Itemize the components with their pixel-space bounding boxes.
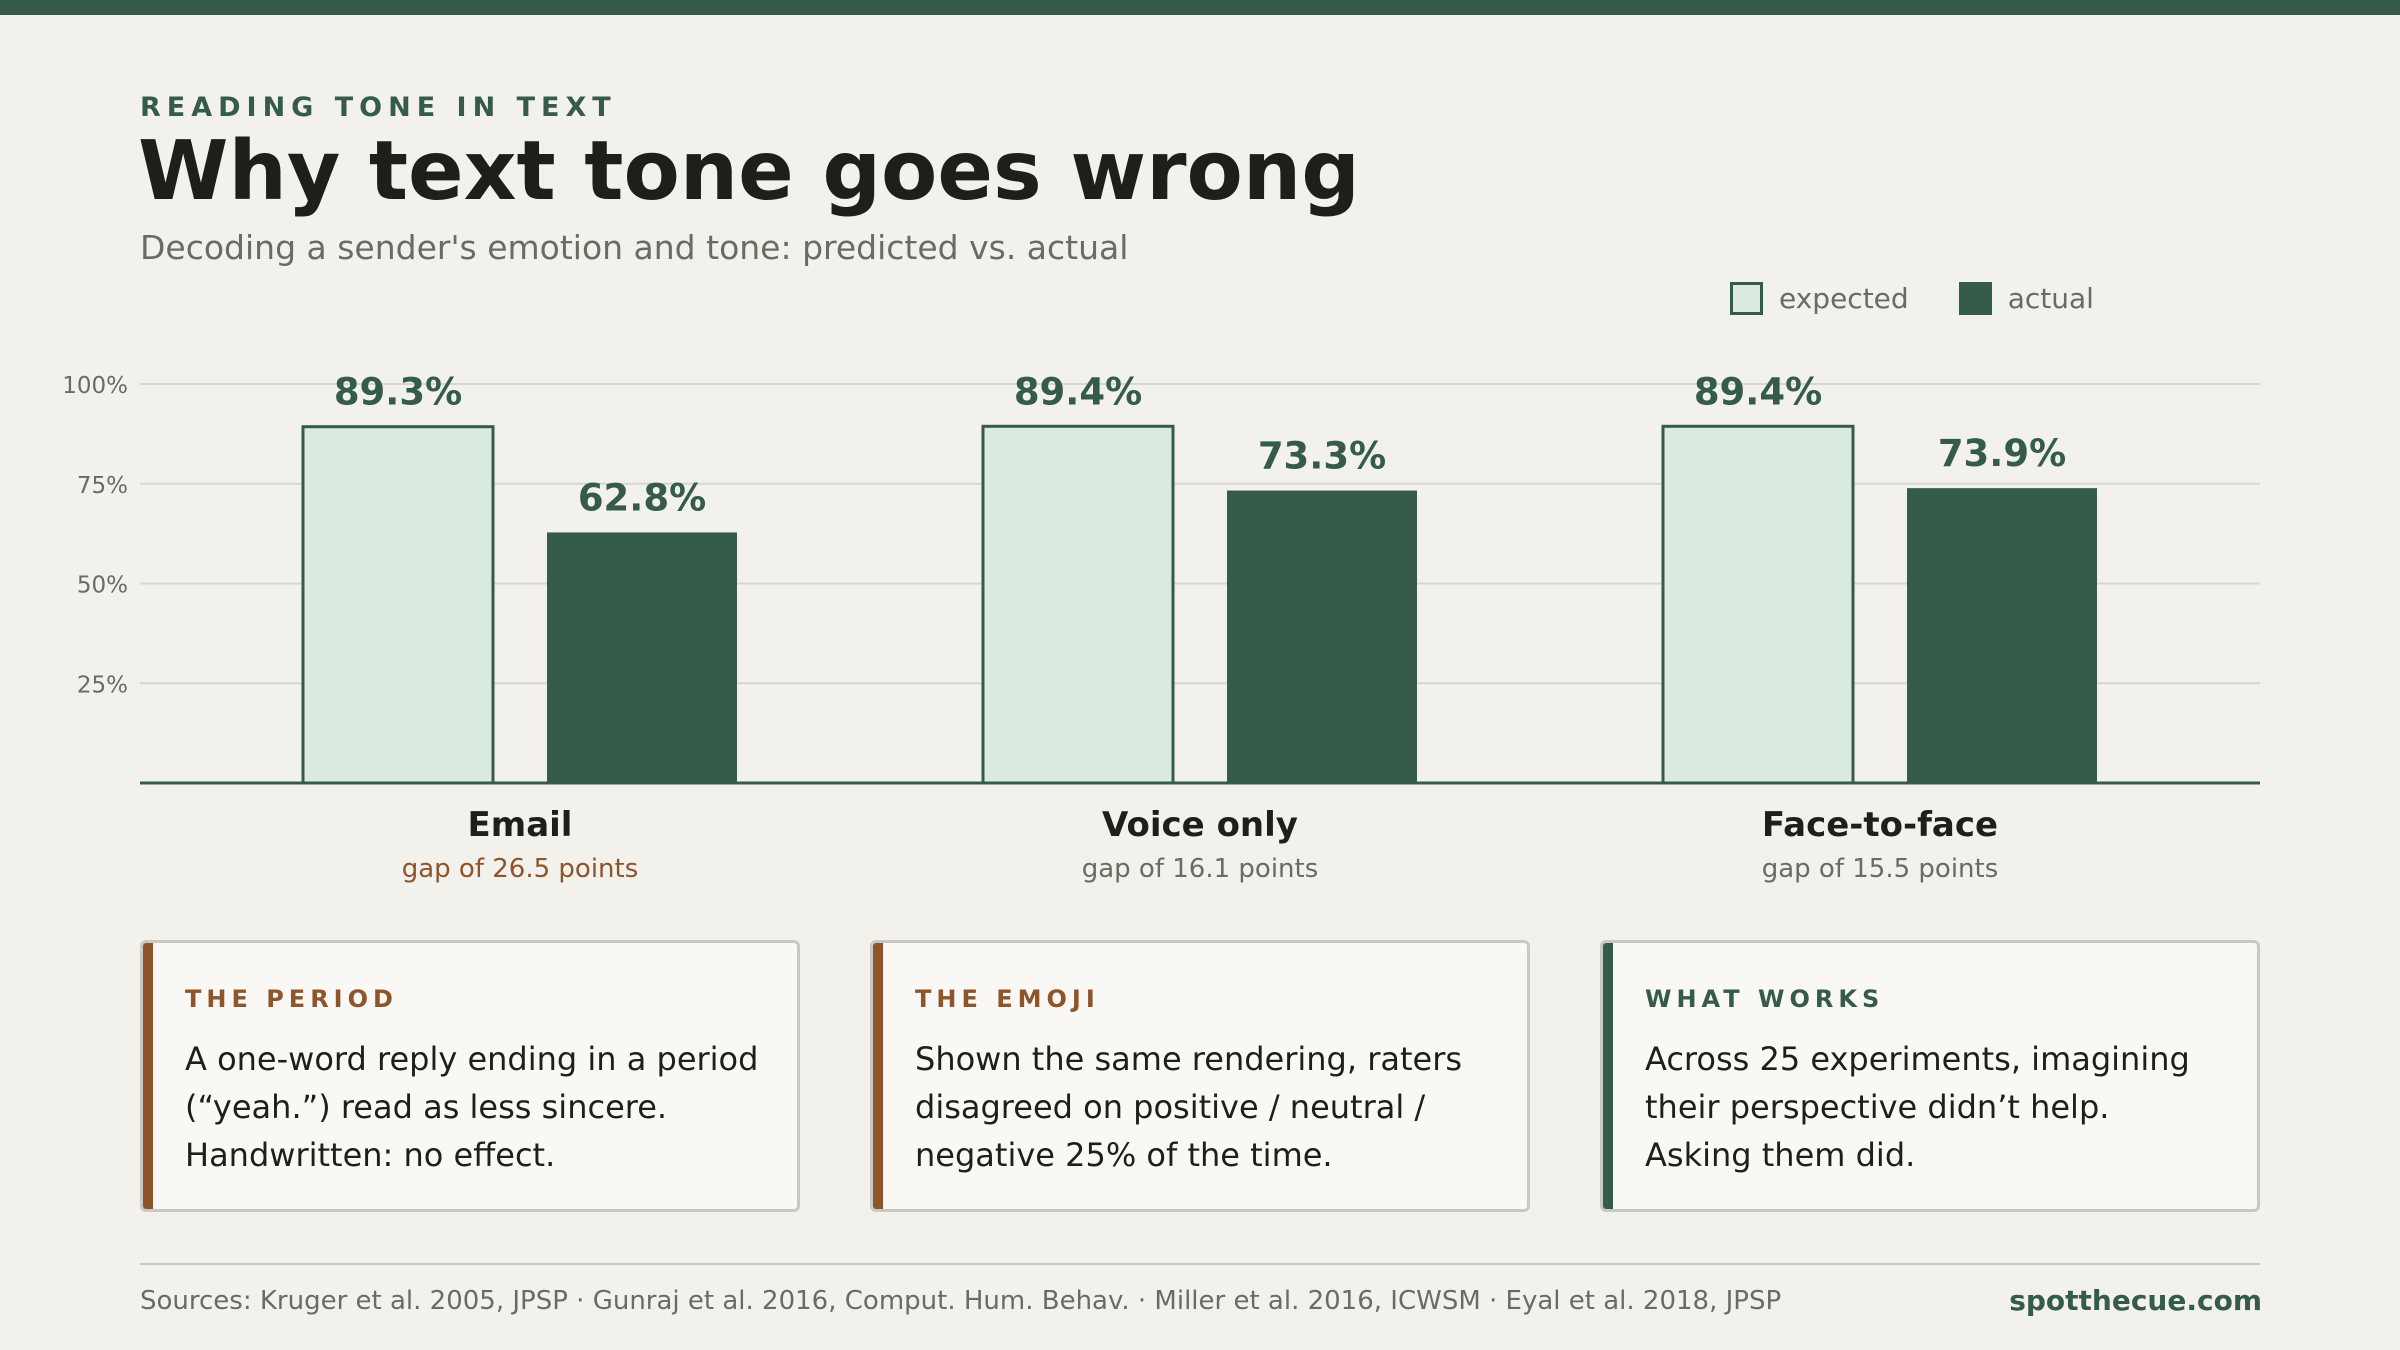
card-accent — [143, 943, 153, 1209]
card-body: Across 25 experiments, imagining their p… — [1645, 1040, 2190, 1174]
legend-label-expected: expected — [1779, 282, 1909, 315]
data-label-expected: 89.3% — [334, 371, 462, 414]
kicker: READING TONE IN TEXT — [140, 92, 617, 123]
card-period: THE PERIOD A one-word reply ending in a … — [140, 940, 800, 1212]
bar-expected — [301, 425, 495, 785]
card-what-works: WHAT WORKS Across 25 experiments, imagin… — [1600, 940, 2260, 1212]
category-label: Voice only — [1102, 805, 1298, 845]
y-tick-label: 75% — [77, 473, 128, 499]
card-kicker: WHAT WORKS — [1645, 985, 1885, 1013]
data-label-expected: 89.4% — [1694, 370, 1822, 413]
gap-note: gap of 16.1 points — [1082, 854, 1319, 884]
data-label-actual: 73.3% — [1258, 435, 1386, 478]
y-tick-label: 25% — [77, 672, 128, 698]
card-body: A one-word reply ending in a period (“ye… — [185, 1040, 759, 1174]
gap-note: gap of 15.5 points — [1762, 854, 1999, 884]
card-kicker: THE PERIOD — [185, 985, 398, 1013]
legend-item-actual: actual — [1958, 282, 2094, 315]
card-emoji: THE EMOJI Shown the same rendering, rate… — [870, 940, 1530, 1212]
bar-expected — [1661, 424, 1855, 785]
data-label-expected: 89.4% — [1014, 370, 1142, 413]
page-title: Why text tone goes wrong — [138, 124, 1360, 219]
legend-label-actual: actual — [2007, 282, 2094, 315]
data-label-actual: 73.9% — [1938, 432, 2066, 475]
bar-chart: 25% 50% 75% 100% 89.3% 62.8% Email gap of 26.5 … — [62, 370, 2260, 884]
category-label: Face-to-face — [1762, 805, 1998, 845]
card-kicker: THE EMOJI — [915, 985, 1100, 1013]
bar-actual — [547, 532, 737, 783]
data-label-actual: 62.8% — [578, 476, 706, 519]
gap-note: gap of 26.5 points — [402, 854, 639, 884]
top-accent-bar — [0, 0, 2400, 15]
footer-divider — [140, 1263, 2260, 1265]
card-body: Shown the same rendering, raters disagre… — [915, 1040, 1463, 1174]
chart-legend: expected actual — [1730, 282, 2144, 315]
bar-expected — [981, 424, 1175, 785]
brand-link[interactable]: spotthecue.com — [2009, 1284, 2262, 1317]
legend-swatch-expected — [1730, 282, 1763, 315]
page-subtitle: Decoding a sender's emotion and tone: pr… — [140, 228, 1129, 267]
legend-item-expected: expected — [1730, 282, 1909, 315]
insight-cards: THE PERIOD A one-word reply ending in a … — [140, 940, 2260, 1212]
y-tick-label: 100% — [62, 373, 128, 399]
card-accent — [873, 943, 883, 1209]
legend-swatch-actual — [1958, 282, 1992, 315]
y-tick-label: 50% — [77, 573, 128, 599]
bar-actual — [1227, 490, 1417, 783]
category-label: Email — [468, 805, 573, 845]
sources-text: Sources: Kruger et al. 2005, JPSP · Gunr… — [140, 1286, 1782, 1316]
bar-actual — [1907, 488, 2097, 783]
card-accent — [1603, 943, 1613, 1209]
